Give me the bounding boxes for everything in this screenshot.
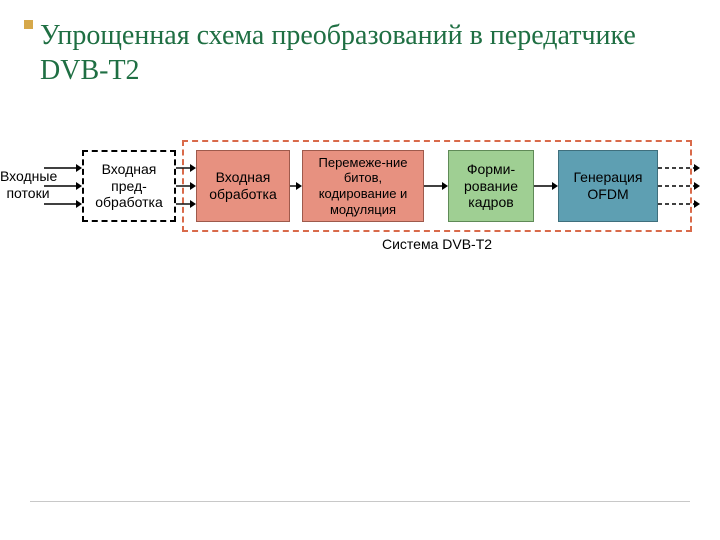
arrow-icon (658, 181, 700, 191)
arrow-icon (44, 181, 82, 191)
arrow-icon (658, 163, 700, 173)
arrow-icon (176, 163, 196, 173)
node-ofdm: Генерация OFDM (558, 150, 658, 222)
arrow-icon (534, 181, 558, 191)
page-title: Упрощенная схема преобразований в переда… (40, 18, 680, 88)
dvb-t2-flowchart: Система DVB-T2ВходныепотокиВходная пред-… (0, 138, 720, 268)
arrow-icon (176, 199, 196, 209)
arrow-icon (424, 181, 448, 191)
arrow-icon (176, 181, 196, 191)
node-bicm: Перемеже-ние битов, кодирование и модуля… (302, 150, 424, 222)
arrow-icon (658, 199, 700, 209)
arrow-icon (44, 163, 82, 173)
title-bullet-icon (24, 20, 33, 29)
arrow-icon (44, 199, 82, 209)
node-inproc: Входная обработка (196, 150, 290, 222)
node-preproc: Входная пред-обработка (82, 150, 176, 222)
node-frame: Форми-рование кадров (448, 150, 534, 222)
footer-divider (30, 501, 690, 502)
arrow-icon (290, 181, 302, 191)
system-label: Система DVB-T2 (182, 236, 692, 252)
